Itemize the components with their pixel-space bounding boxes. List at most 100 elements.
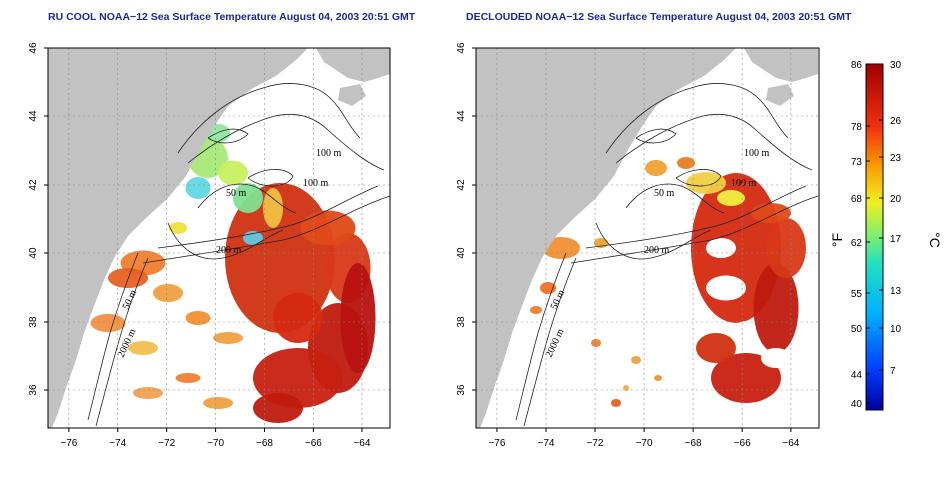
celsius-tick-label: 17 <box>890 234 902 245</box>
celsius-tick-label: 10 <box>890 324 902 335</box>
left-lon-tick-label: −74 <box>109 438 126 449</box>
celsius-tick-label: 13 <box>890 286 902 297</box>
left-depth-contour <box>197 183 297 214</box>
right-lat-tick-label: 42 <box>456 179 467 191</box>
left-sst-patch <box>253 393 303 423</box>
left-lat-tick-label: 36 <box>28 384 39 396</box>
right-lat-tick-label: 40 <box>456 247 467 259</box>
right-lon-tick-label: −64 <box>782 438 799 449</box>
fahrenheit-tick-label: 68 <box>851 194 863 205</box>
fahrenheit-tick-label: 73 <box>851 157 863 168</box>
left-sst-patch <box>203 397 233 409</box>
left-contour-label: 50 m <box>226 188 247 199</box>
right-sst-patch <box>530 306 542 314</box>
left-lat-tick-label: 42 <box>28 179 39 191</box>
left-lat-tick-label: 44 <box>28 110 39 122</box>
left-depth-contour <box>187 114 385 171</box>
left-contour-label: 100 m <box>303 178 329 189</box>
right-depth-contour <box>605 83 789 154</box>
left-sst-patch <box>218 160 248 186</box>
left-lon-tick-label: −72 <box>158 438 175 449</box>
celsius-tick-label: 7 <box>890 366 896 377</box>
right-axis-ticks: 46 44 42 40 38 36 −76 −74 −72 −70 −68 −66 −64 <box>456 42 800 449</box>
left-panel-title: RU COOL NOAA−12 Sea Surface Temperature … <box>48 11 416 23</box>
left-lon-tick-label: −66 <box>305 438 322 449</box>
left-sst-patch <box>243 231 263 245</box>
left-sst-patch <box>153 284 183 302</box>
right-gridlines <box>476 48 819 428</box>
fahrenheit-tick-label: 55 <box>851 289 863 300</box>
right-lon-tick-label: −68 <box>685 438 702 449</box>
fahrenheit-tick-label: 86 <box>851 60 863 71</box>
colorbar-ticks: 86 78 73 68 62 55 50 44 40 30 26 23 20 17 13 10 7 <box>851 60 902 410</box>
right-sst-field <box>490 126 806 407</box>
left-depth-contour <box>177 83 361 154</box>
right-lat-tick-label: 36 <box>456 384 467 396</box>
right-sst-patch <box>654 375 662 381</box>
right-lon-tick-label: −74 <box>537 438 554 449</box>
right-cloud-gap <box>706 275 746 301</box>
right-sst-patch <box>711 353 781 403</box>
left-sst-patch <box>300 210 356 246</box>
left-sst-patch <box>213 332 243 344</box>
right-lon-tick-label: −70 <box>636 438 653 449</box>
right-sst-patch <box>623 385 629 391</box>
left-depth-contour <box>167 222 284 260</box>
right-sst-patch <box>611 399 621 407</box>
colorbar-gradient <box>865 63 884 411</box>
right-sst-patch <box>540 282 556 294</box>
left-sst-patch <box>175 373 201 383</box>
left-sst-patch <box>253 348 343 408</box>
right-panel-title: DECLOUDED NOAA−12 Sea Surface Temperatur… <box>466 11 852 23</box>
left-depth-contour <box>87 252 139 421</box>
right-lat-tick-label: 46 <box>456 42 467 54</box>
right-sst-patch <box>717 190 745 206</box>
right-sst-patch <box>686 172 726 194</box>
right-contour-label: 50 m <box>654 188 675 199</box>
right-depth-contour <box>570 195 819 264</box>
left-lat-tick-label: 46 <box>28 42 39 54</box>
fahrenheit-tick-label: 50 <box>851 324 863 335</box>
right-cloud-gap <box>761 348 791 368</box>
right-cloud-gap <box>706 238 736 258</box>
right-depth-contour <box>515 252 567 421</box>
left-sst-patch <box>90 314 126 332</box>
right-map-frame <box>475 47 820 429</box>
right-depth-contour <box>625 183 725 214</box>
left-lat-tick-label: 40 <box>28 247 39 259</box>
right-contour-label: 100 m <box>744 148 770 159</box>
right-sst-patch <box>751 203 791 223</box>
right-cloud-gap <box>736 321 756 335</box>
left-depth-contour <box>247 169 294 187</box>
left-lon-tick-label: −76 <box>60 438 77 449</box>
right-depth-contour <box>585 185 807 249</box>
celsius-tick-label: 26 <box>890 116 902 127</box>
fahrenheit-tick-label: 44 <box>851 370 863 381</box>
left-sst-patch <box>133 387 163 399</box>
right-lon-tick-label: −72 <box>587 438 604 449</box>
left-map-frame <box>47 47 391 429</box>
right-depth-contour <box>635 128 677 144</box>
left-sst-patch <box>185 311 211 325</box>
celsius-tick-label: 23 <box>890 153 902 164</box>
right-sst-patch <box>766 218 806 278</box>
right-lat-tick-label: 44 <box>456 110 467 122</box>
right-sst-patch <box>591 339 601 347</box>
left-depth-contour <box>157 185 379 249</box>
right-sst-patch <box>631 356 641 364</box>
right-contour-label: 200 m <box>644 245 670 256</box>
left-depth-contour <box>207 128 249 144</box>
fahrenheit-tick-label: 40 <box>851 399 863 410</box>
right-sst-patch <box>645 160 667 176</box>
celsius-tick-label: 30 <box>890 60 902 71</box>
right-depth-contour <box>615 114 813 171</box>
left-sst-patch <box>169 222 187 234</box>
left-gridlines <box>48 48 390 428</box>
left-sst-patch <box>263 188 283 228</box>
right-cloud-gap <box>786 391 806 405</box>
colorbar: 86 78 73 68 62 55 50 44 40 30 26 23 20 17 13 10 7 °F °C <box>829 60 943 411</box>
